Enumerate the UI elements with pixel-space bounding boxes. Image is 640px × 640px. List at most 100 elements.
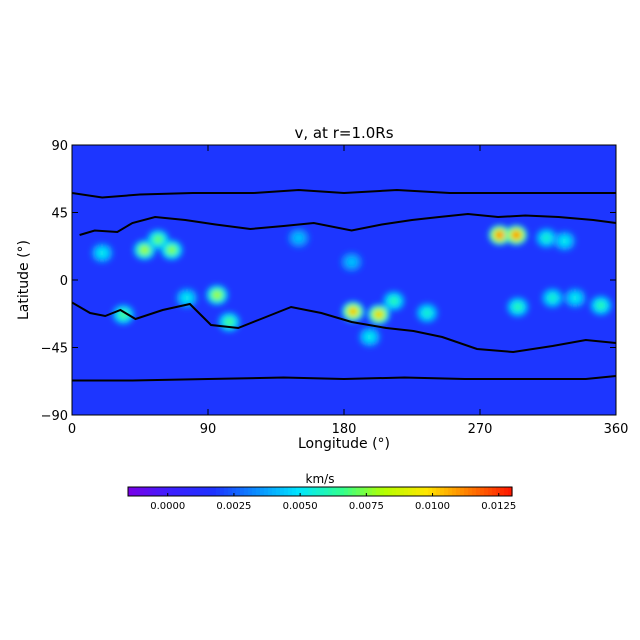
hotspot-ring (226, 319, 232, 325)
colorbar-cell (356, 487, 361, 496)
hotspot-ring (366, 334, 373, 340)
colorbar-cell (336, 487, 341, 496)
heatmap-hotspot (506, 297, 529, 317)
y-tick-label: −90 (41, 409, 68, 424)
colorbar-cell (444, 487, 449, 496)
colorbar-cell (208, 487, 213, 496)
colorbar-cell (328, 487, 333, 496)
heatmap-hotspot (564, 288, 587, 308)
hotspot-ring (549, 295, 556, 301)
contour-line (72, 375, 616, 382)
colorbar-cell (184, 487, 189, 496)
colorbar-cell (276, 487, 281, 496)
colorbar-cell (420, 487, 425, 496)
hotspot-ring (376, 312, 382, 317)
colorbar-cell (384, 487, 389, 496)
hotspot-ring (155, 237, 161, 242)
colorbar-label: km/s (306, 472, 335, 486)
colorbar-tick-label: 0.0000 (150, 501, 185, 512)
colorbar-cell (212, 487, 217, 496)
colorbar-cell (396, 487, 401, 496)
colorbar-cell (456, 487, 461, 496)
hotspot-ring (496, 232, 503, 238)
colorbar-cell (452, 487, 457, 496)
hotspot-ring (561, 238, 568, 244)
colorbar-cell (160, 487, 165, 496)
heatmap-background (72, 145, 616, 415)
colorbar-cell (492, 487, 497, 496)
heatmap-hotspot (505, 225, 528, 245)
colorbar-cell (448, 487, 453, 496)
heatmap-hotspot (218, 312, 241, 332)
colorbar-cell (136, 487, 141, 496)
colorbar-cell (192, 487, 197, 496)
colorbar-cell (200, 487, 205, 496)
heatmap-hotspot (342, 301, 365, 322)
y-tick-label: 0 (60, 274, 68, 289)
colorbar-cell (196, 487, 201, 496)
heatmap-hotspot (541, 288, 564, 308)
colorbar-cell (488, 487, 493, 496)
colorbar-cell (468, 487, 473, 496)
colorbar-cell (380, 487, 385, 496)
colorbar-cell (312, 487, 317, 496)
hotspot-ring (350, 309, 356, 314)
colorbar-cell (180, 487, 185, 496)
y-axis-ticks: 90 45 0 −45 −90 (41, 139, 616, 424)
colorbar-cell (236, 487, 241, 496)
colorbar-cell (464, 487, 469, 496)
x-axis-label: Longitude (°) (298, 436, 390, 452)
colorbar-cell (300, 487, 305, 496)
contour-lines (72, 188, 616, 382)
colorbar-cell (220, 487, 225, 496)
y-tick-label: −45 (41, 342, 68, 357)
colorbar-cell (324, 487, 329, 496)
colorbar-cell (292, 487, 297, 496)
hotspot-ring (543, 235, 550, 241)
colorbar-cell (156, 487, 161, 496)
colorbar-cell (164, 487, 169, 496)
hotspot-ring (348, 259, 355, 265)
y-tick-label: 90 (51, 139, 68, 154)
heatmap-hotspot (589, 295, 612, 316)
heatmap-hotspot (367, 304, 390, 325)
colorbar-cell (432, 487, 437, 496)
heatmap-hotspot (91, 243, 114, 263)
colorbar-cell (176, 487, 181, 496)
colorbar-cell (248, 487, 253, 496)
colorbar-cell (408, 487, 413, 496)
hotspot-ring (99, 250, 105, 256)
colorbar-cell (436, 487, 441, 496)
colorbar-cell (204, 487, 209, 496)
colorbar-cell (232, 487, 237, 496)
colorbar-gradient (128, 487, 513, 496)
colorbar-cell (316, 487, 321, 496)
colorbar: km/s 0.0000 0.0025 0.0050 0.0075 0.0100 0.012… (127, 472, 516, 512)
colorbar-cell (368, 487, 373, 496)
x-tick-label: 270 (468, 422, 493, 437)
colorbar-cell (344, 487, 349, 496)
colorbar-cell (260, 487, 265, 496)
colorbar-cell (320, 487, 325, 496)
colorbar-tick-label: 0.0075 (349, 501, 384, 512)
hotspot-ring (572, 295, 578, 301)
contour-line (72, 301, 616, 354)
colorbar-cell (424, 487, 429, 496)
colorbar-tick-label: 0.0125 (481, 501, 516, 512)
colorbar-cell (388, 487, 393, 496)
heatmap-hotspot (206, 285, 229, 305)
colorbar-cell (252, 487, 257, 496)
colorbar-cell (440, 487, 445, 496)
heatmap-hotspot (535, 228, 558, 248)
colorbar-cell (480, 487, 485, 496)
hotspot-ring (214, 292, 220, 298)
colorbar-cell (460, 487, 465, 496)
hotspot-ring (424, 310, 430, 316)
colorbar-frame (127, 486, 513, 497)
heatmap-hotspot (340, 252, 363, 272)
colorbar-cell (476, 487, 481, 496)
hotspot-ring (598, 303, 604, 308)
colorbar-cell (392, 487, 397, 496)
colorbar-cell (304, 487, 309, 496)
